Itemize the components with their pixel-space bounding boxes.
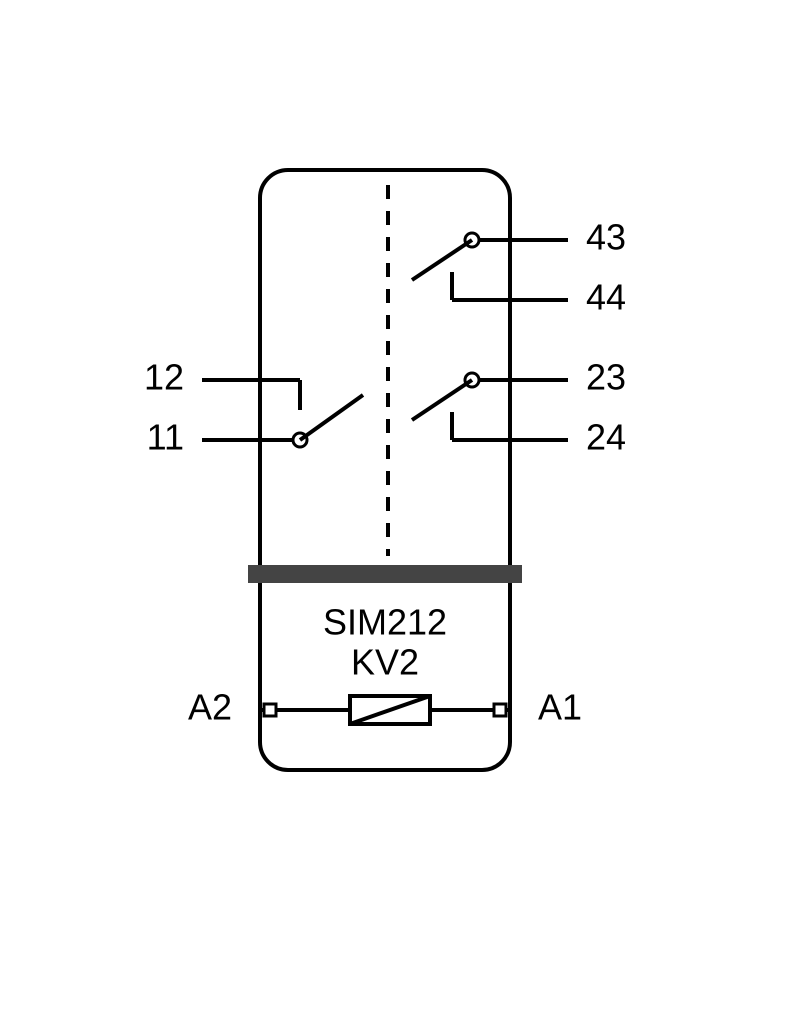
contact-43-44-nc-label: 43 [586,217,626,258]
contact-11-12-com-label: 11 [147,417,184,458]
contact-23-24-com-label: 24 [586,417,626,458]
contact-43-44 [412,233,510,300]
coil-terminal-right [494,704,506,716]
contact-23-24-nc-label: 23 [586,357,626,398]
coil-diagonal [350,696,430,724]
coil-pin-a2: A2 [188,687,232,728]
contact-23-24 [412,373,510,440]
coil-pin-a1: A1 [538,687,582,728]
coil-label-bottom: KV2 [351,642,419,683]
relay-diagram: 12 11 23 24 43 44 SIM212KV2 A2 A1 [0,0,800,1024]
coil-terminal-left [264,704,276,716]
contact-11-12-nc-label: 12 [144,357,184,398]
divider-bar [248,565,522,583]
contact-43-44-com-label: 44 [586,277,626,318]
coil-label-top: SIM212 [323,602,447,643]
contact-11-12 [260,380,363,447]
